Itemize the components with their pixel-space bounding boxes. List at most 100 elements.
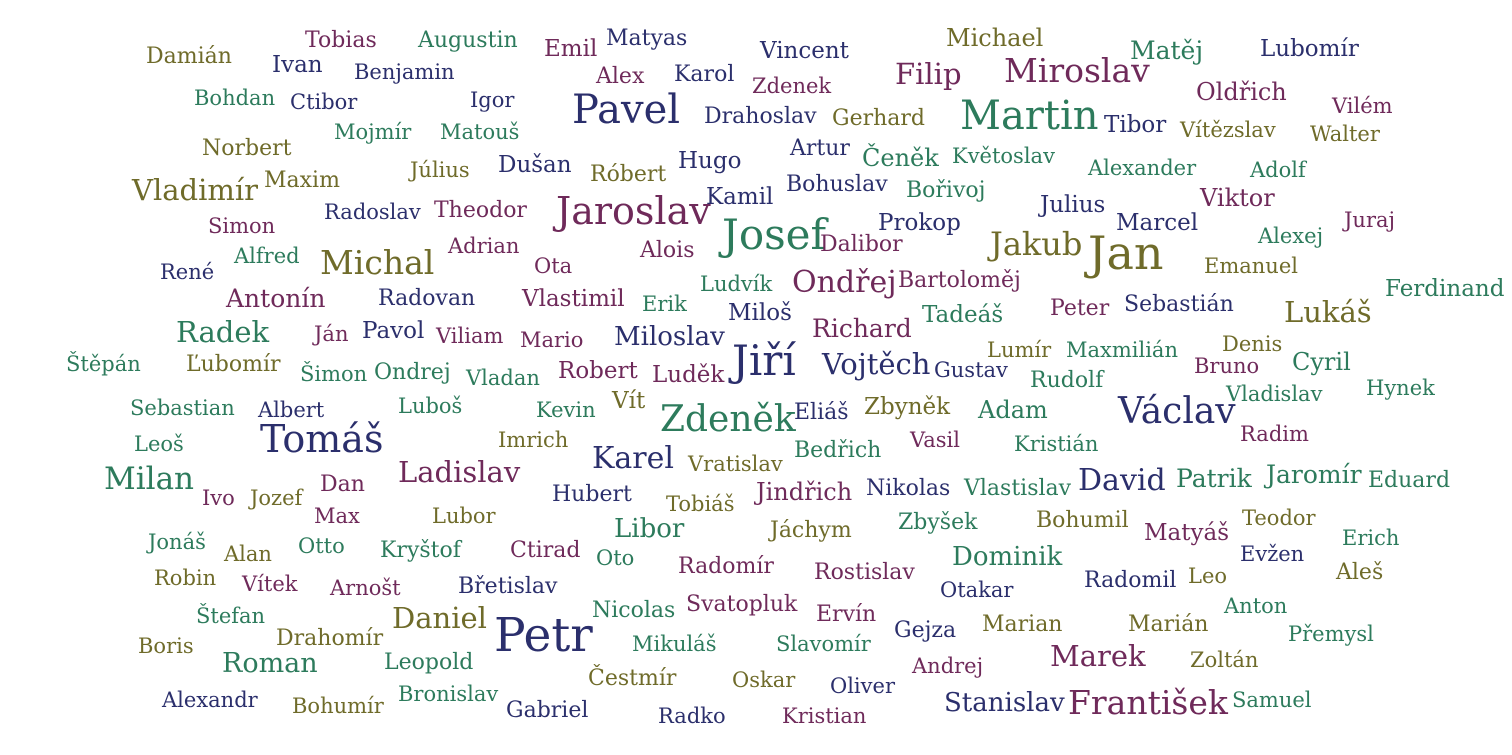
- cloud-word: Petr: [494, 608, 593, 663]
- cloud-word: Julius: [1040, 192, 1106, 218]
- cloud-word: Radomír: [678, 554, 774, 579]
- cloud-word: Radko: [658, 704, 726, 728]
- cloud-word: Zdeněk: [660, 399, 796, 440]
- cloud-word: Tomáš: [260, 417, 384, 461]
- cloud-word: Kryštof: [380, 538, 461, 563]
- cloud-word: Evžen: [1240, 542, 1305, 566]
- cloud-word: Zbyněk: [864, 394, 951, 420]
- cloud-word: Bruno: [1194, 354, 1260, 378]
- cloud-word: Dan: [320, 472, 365, 497]
- cloud-word: Rudolf: [1030, 368, 1104, 393]
- cloud-word: Simon: [208, 214, 276, 238]
- cloud-word: Ctibor: [290, 90, 358, 114]
- cloud-word: David: [1078, 463, 1166, 498]
- cloud-word: Bedřich: [794, 438, 882, 463]
- cloud-word: Tadeáš: [922, 302, 1004, 328]
- cloud-word: Ferdinand: [1385, 276, 1505, 302]
- cloud-word: Mario: [520, 328, 584, 352]
- cloud-word: Radek: [176, 315, 270, 349]
- cloud-word: Pavel: [572, 87, 681, 133]
- cloud-word: Juraj: [1344, 208, 1396, 232]
- cloud-word: Radoslav: [324, 200, 421, 224]
- cloud-word: Ondrej: [374, 360, 451, 385]
- cloud-word: Ladislav: [398, 455, 521, 489]
- cloud-word: René: [160, 260, 215, 284]
- cloud-word: Pavol: [362, 318, 425, 344]
- cloud-word: Alex: [596, 64, 645, 89]
- cloud-word: Dominik: [952, 542, 1063, 572]
- cloud-word: Vít: [612, 388, 646, 414]
- cloud-word: Vladan: [466, 366, 540, 390]
- cloud-word: Václav: [1118, 391, 1236, 432]
- cloud-word: Ludvík: [700, 272, 773, 296]
- cloud-word: Emanuel: [1204, 254, 1298, 278]
- cloud-word: Marcel: [1116, 210, 1199, 236]
- cloud-word: Sebastian: [130, 396, 235, 420]
- cloud-word: Cyril: [1292, 348, 1351, 376]
- cloud-word: Radovan: [378, 286, 476, 311]
- cloud-word: Arnošt: [330, 576, 401, 600]
- cloud-word: Dušan: [498, 152, 572, 178]
- cloud-word: Bartoloměj: [898, 268, 1021, 293]
- cloud-word: Hugo: [678, 148, 742, 174]
- cloud-word: Michael: [946, 24, 1044, 52]
- cloud-word: Alfred: [234, 244, 300, 268]
- cloud-word: Walter: [1310, 122, 1380, 146]
- cloud-word: Tobias: [305, 28, 377, 53]
- cloud-word: Teodor: [1242, 506, 1316, 530]
- cloud-word: Tibor: [1104, 112, 1167, 138]
- cloud-word: Oliver: [830, 674, 895, 698]
- cloud-word: Oldřich: [1196, 78, 1287, 106]
- cloud-word: Stanislav: [944, 688, 1065, 718]
- cloud-word: Matouš: [440, 120, 520, 144]
- cloud-word: Lubor: [432, 504, 496, 528]
- cloud-word: Kristián: [1014, 432, 1099, 456]
- cloud-word: Kevin: [536, 398, 596, 422]
- cloud-word: Theodor: [434, 198, 527, 223]
- cloud-word: Albert: [258, 398, 325, 422]
- cloud-word: Alexandr: [162, 688, 258, 712]
- cloud-word: Mojmír: [334, 120, 412, 144]
- cloud-word: Karel: [592, 441, 674, 476]
- cloud-word: Gerhard: [832, 106, 925, 131]
- cloud-word: Ondřej: [792, 265, 897, 300]
- cloud-word: Mikuláš: [632, 632, 717, 656]
- cloud-word: Marek: [1050, 639, 1146, 673]
- cloud-word: Július: [410, 158, 470, 182]
- cloud-word: Vratislav: [688, 452, 783, 476]
- cloud-word: Lumír: [987, 338, 1052, 362]
- cloud-word: Lukáš: [1284, 295, 1372, 329]
- cloud-word: Bohdan: [194, 86, 276, 110]
- cloud-word: Boris: [138, 634, 194, 658]
- cloud-word: Denis: [1222, 332, 1283, 356]
- cloud-word: Patrik: [1176, 464, 1252, 493]
- cloud-word: Erik: [642, 292, 687, 316]
- cloud-word: Alexej: [1258, 224, 1324, 248]
- cloud-word: Svatopluk: [686, 592, 798, 617]
- cloud-word: Miroslav: [1004, 51, 1150, 90]
- cloud-word: Bronislav: [398, 682, 499, 706]
- cloud-word: Dalibor: [820, 232, 903, 257]
- cloud-word: Gustav: [934, 358, 1008, 382]
- cloud-word: Erich: [1342, 526, 1400, 550]
- cloud-word: Otto: [298, 534, 345, 558]
- cloud-word: Břetislav: [458, 574, 558, 599]
- cloud-word: Vasil: [910, 428, 960, 452]
- cloud-word: Hynek: [1366, 376, 1435, 400]
- cloud-word: Gejza: [894, 618, 957, 643]
- cloud-word: Andrej: [912, 654, 984, 678]
- cloud-word: Sebastián: [1124, 292, 1234, 317]
- cloud-word: Bohumil: [1036, 508, 1129, 533]
- cloud-word: Jakub: [990, 225, 1083, 263]
- cloud-word: Viktor: [1200, 184, 1275, 212]
- cloud-word: Vítězslav: [1180, 118, 1276, 142]
- cloud-word: Filip: [895, 57, 962, 91]
- cloud-word: Přemysl: [1288, 622, 1374, 646]
- cloud-word: Jindřich: [756, 478, 853, 506]
- cloud-word: Róbert: [590, 162, 667, 187]
- cloud-word: Zdenek: [752, 74, 832, 98]
- cloud-word: Kamil: [706, 184, 774, 210]
- cloud-word: Vladimír: [132, 173, 258, 207]
- cloud-word: František: [1068, 683, 1228, 722]
